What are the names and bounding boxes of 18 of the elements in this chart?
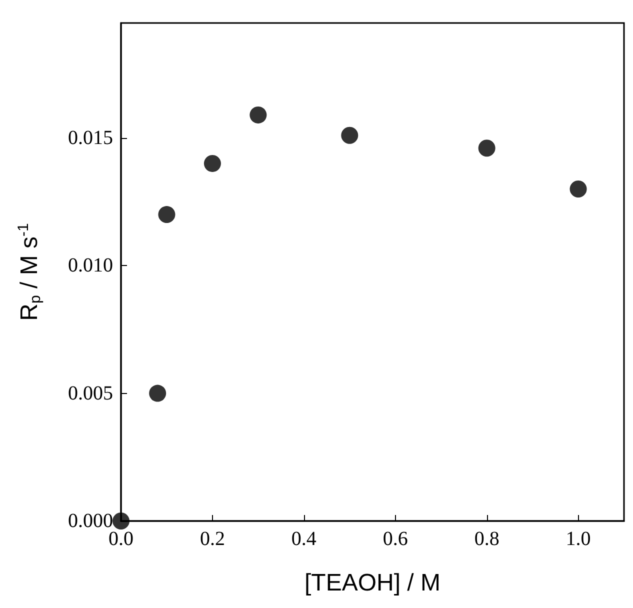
point [204,154,221,172]
y-tick-label: 0.005 [68,382,113,404]
x-tick-label: 0.8 [474,528,500,550]
point [158,206,176,224]
point [250,106,267,124]
point [570,180,587,198]
y-tick-label: 0.010 [68,254,113,277]
point [341,126,358,144]
x-tick-label: 1.0 [566,528,591,550]
x-axis-title: [TEAOH] / M [304,570,441,596]
point [149,384,166,402]
point [478,140,496,157]
x-tick-label: 0.6 [382,528,408,550]
x-tick-label: 0.2 [200,528,225,550]
x-tick-label: 0.4 [291,528,316,550]
y-tick-label: 0.015 [68,126,113,149]
y-axis-title: Rp / M s-1 [15,223,44,321]
point [112,512,130,530]
